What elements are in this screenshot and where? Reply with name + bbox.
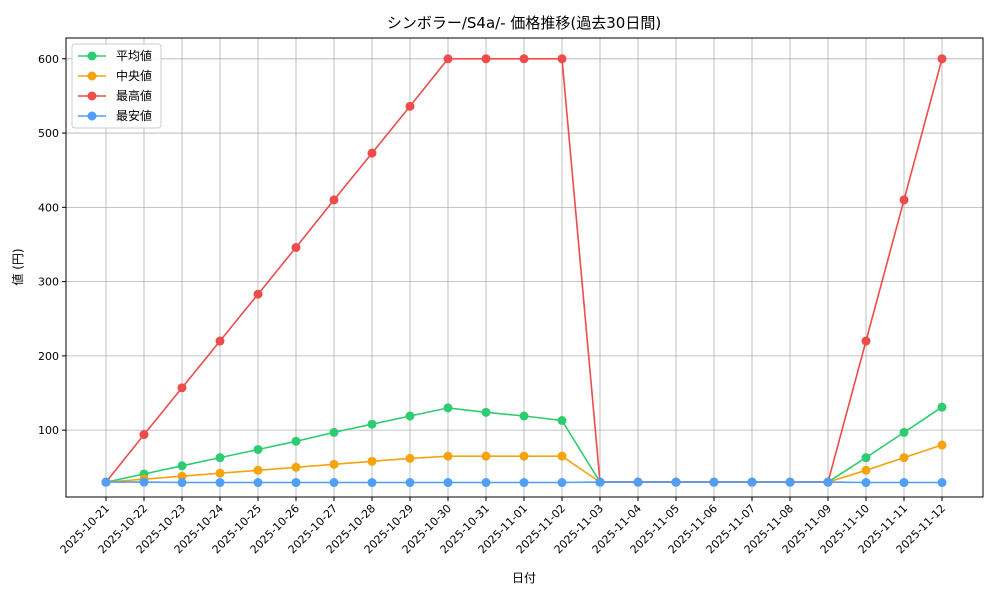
y-tick-label: 500	[38, 127, 59, 140]
legend-marker	[87, 111, 97, 121]
legend-label: 最高値	[116, 88, 152, 103]
data-point	[937, 402, 947, 412]
data-point	[671, 477, 681, 487]
data-point	[519, 478, 529, 488]
data-point	[747, 477, 757, 487]
legend-label: 最安値	[116, 108, 152, 123]
x-axis: 2025-10-212025-10-222025-10-232025-10-24…	[58, 497, 948, 556]
data-point	[899, 478, 909, 488]
plot-frame	[65, 37, 984, 498]
y-tick-label: 400	[38, 201, 59, 214]
legend-label: 中央値	[116, 68, 152, 83]
data-point	[899, 453, 909, 463]
data-point	[823, 477, 833, 487]
data-point	[215, 478, 225, 488]
data-point	[291, 436, 301, 446]
data-point	[215, 453, 225, 463]
data-point	[899, 195, 909, 205]
data-point	[937, 440, 947, 450]
x-axis-label: 日付	[512, 571, 536, 585]
data-point	[253, 444, 263, 454]
data-point	[215, 468, 225, 478]
series-group	[101, 54, 947, 488]
data-point	[785, 477, 795, 487]
grid	[66, 38, 983, 497]
data-point	[481, 54, 491, 64]
data-point	[253, 465, 263, 475]
data-point	[481, 478, 491, 488]
data-point	[291, 478, 301, 488]
data-point	[519, 411, 529, 421]
data-point	[215, 336, 225, 346]
data-point	[481, 451, 491, 461]
data-point	[443, 478, 453, 488]
data-point	[139, 477, 149, 487]
data-point	[367, 419, 377, 429]
y-tick-label: 300	[38, 276, 59, 289]
data-point	[557, 416, 567, 425]
data-point	[177, 478, 187, 488]
data-point	[519, 54, 529, 64]
legend-marker	[87, 91, 97, 101]
data-point	[177, 383, 187, 393]
data-point	[329, 478, 339, 488]
data-point	[329, 195, 339, 205]
y-tick-label: 100	[38, 424, 59, 437]
data-point	[861, 465, 871, 475]
data-point	[595, 477, 605, 487]
data-point	[253, 478, 263, 488]
data-point	[177, 461, 187, 471]
data-point	[861, 453, 871, 463]
data-point	[367, 478, 377, 488]
data-point	[329, 459, 339, 469]
legend-label: 平均値	[116, 48, 152, 63]
data-point	[405, 411, 415, 421]
data-point	[443, 54, 453, 64]
data-point	[367, 148, 377, 158]
data-point	[177, 471, 187, 481]
data-point	[557, 478, 567, 488]
chart-title: シンボラー/S4a/- 価格推移(過去30日間)	[387, 14, 661, 32]
data-point	[291, 242, 301, 252]
data-point	[291, 462, 301, 472]
data-point	[937, 54, 947, 64]
data-point	[633, 477, 643, 487]
data-point	[329, 427, 339, 437]
data-point	[101, 477, 111, 487]
y-tick-label: 600	[38, 53, 59, 66]
data-point	[139, 430, 149, 440]
y-axis: 100 200 300 400 500 600	[38, 53, 66, 437]
data-point	[861, 478, 871, 488]
data-point	[253, 289, 263, 299]
data-point	[861, 336, 871, 346]
data-point	[899, 427, 909, 437]
data-point	[557, 451, 567, 461]
legend-marker	[87, 51, 97, 61]
data-point	[937, 478, 947, 488]
data-point	[557, 54, 567, 64]
data-point	[405, 478, 415, 488]
data-point	[405, 101, 415, 111]
y-axis-label: 値 (円)	[10, 248, 25, 285]
data-point	[443, 403, 453, 413]
legend-box	[71, 43, 162, 129]
data-point	[367, 456, 377, 466]
y-tick-label: 200	[38, 350, 59, 363]
data-point	[519, 451, 529, 461]
legend-marker	[87, 71, 97, 81]
data-point	[443, 451, 453, 461]
data-point	[481, 407, 491, 417]
data-point	[405, 453, 415, 463]
data-point	[709, 477, 719, 487]
